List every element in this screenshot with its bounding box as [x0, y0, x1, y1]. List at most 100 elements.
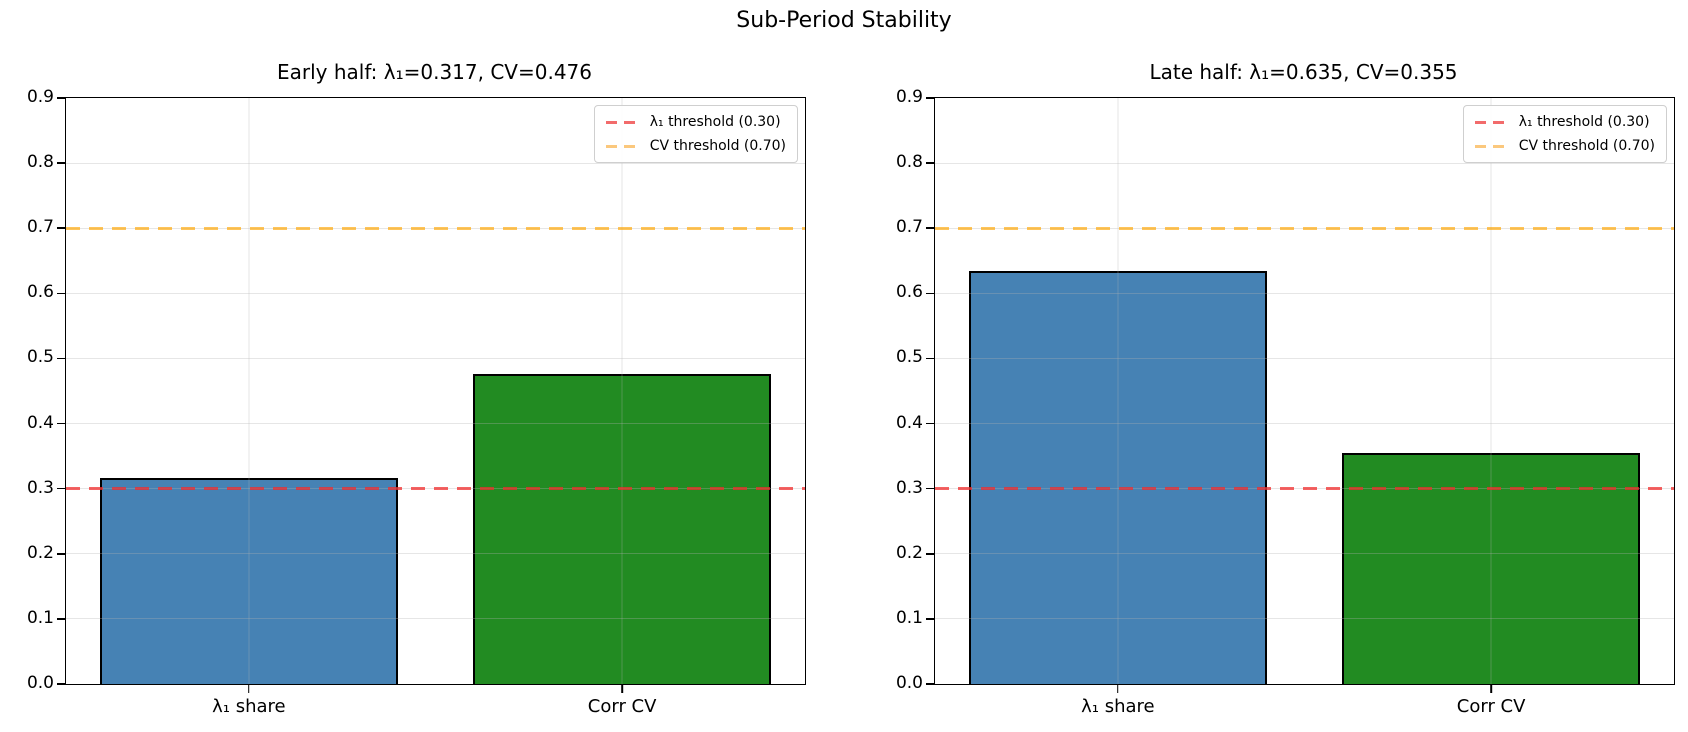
- figure-title: Sub-Period Stability: [736, 8, 952, 33]
- y-tick-mark: [57, 227, 66, 230]
- gridline-vertical: [621, 98, 623, 684]
- y-tick-mark: [926, 97, 935, 99]
- x-tick-mark: [1490, 684, 1492, 693]
- legend-entry-2: CV threshold (0.70): [1474, 138, 1655, 155]
- y-tick-label: 0.9: [26, 87, 54, 107]
- y-tick-label: 0.8: [26, 152, 54, 173]
- y-tick-label: 0.5: [26, 347, 54, 368]
- threshold-layer: [66, 98, 805, 684]
- dashed-line-swatch: [605, 144, 639, 148]
- legend: λ₁ threshold (0.30) CV threshold (0.70): [1462, 105, 1667, 164]
- y-tick-label: 0.0: [895, 673, 923, 693]
- bar-1: [99, 477, 399, 684]
- y-tick-label: 0.5: [895, 347, 923, 368]
- x-tick-mark: [1117, 684, 1119, 693]
- y-tick-label: 0.7: [895, 217, 923, 238]
- y-tick-mark: [57, 422, 66, 425]
- y-tick-mark: [57, 162, 66, 164]
- gridline-horizontal: [66, 162, 805, 164]
- y-tick-mark: [57, 552, 66, 555]
- y-tick-label: 0.7: [26, 217, 54, 238]
- y-tick-label: 0.2: [895, 542, 923, 563]
- gridline-vertical: [248, 98, 250, 684]
- gridline-vertical: [1490, 98, 1492, 684]
- x-tick-mark: [621, 684, 623, 693]
- gridline-horizontal: [66, 423, 805, 425]
- gridline-horizontal: [935, 357, 1674, 359]
- y-tick-label: 0.6: [26, 282, 54, 303]
- y-tick-label: 0.1: [895, 607, 923, 628]
- y-tick-label: 0.2: [26, 542, 54, 563]
- gridline-horizontal: [935, 618, 1674, 620]
- legend-label: CV threshold (0.70): [649, 138, 786, 155]
- bar-2: [1341, 452, 1641, 684]
- y-tick-label: 0.4: [26, 412, 54, 433]
- legend-label: λ₁ threshold (0.30): [649, 114, 781, 130]
- y-tick-mark: [926, 292, 935, 295]
- y-tick-mark: [926, 487, 935, 490]
- gridline-horizontal: [66, 357, 805, 359]
- legend-entry-1: λ₁ threshold (0.30): [1474, 114, 1655, 130]
- legend-label: CV threshold (0.70): [1518, 138, 1655, 155]
- x-tick-label: Corr CV: [587, 696, 657, 717]
- y-tick-label: 0.9: [895, 87, 923, 107]
- x-tick-mark: [248, 684, 250, 693]
- y-tick-mark: [926, 618, 935, 620]
- gridline-horizontal: [66, 553, 805, 555]
- y-tick-mark: [57, 683, 66, 685]
- y-tick-mark: [926, 422, 935, 425]
- y-tick-label: 0.3: [26, 477, 54, 498]
- gridline-horizontal: [935, 292, 1674, 294]
- gridline-horizontal: [66, 618, 805, 620]
- y-tick-mark: [926, 162, 935, 164]
- threshold-layer: [935, 98, 1674, 684]
- subplot-late-half: Late half: λ₁=0.635, CV=0.355 0.0 0.1 0.2 0…: [844, 0, 1688, 732]
- y-tick-mark: [926, 227, 935, 230]
- subplot-title: Late half: λ₁=0.635, CV=0.355: [1149, 60, 1458, 84]
- subplot-title: Early half: λ₁=0.317, CV=0.476: [276, 60, 593, 84]
- y-tick-label: 0.6: [895, 282, 923, 303]
- legend: λ₁ threshold (0.30) CV threshold (0.70): [593, 105, 798, 164]
- y-tick-mark: [57, 618, 66, 620]
- gridline-vertical: [1117, 98, 1119, 684]
- x-tick-label: Corr CV: [1456, 696, 1526, 717]
- ticks-layer: 0.0 0.1 0.2 0.3 0.4 0.5 0.6 0.7 0.8 0.9 λ₁ share Co…: [896, 89, 1674, 716]
- bars-layer: [66, 98, 805, 684]
- bar-2: [472, 374, 772, 684]
- dashed-line-swatch: [1474, 120, 1508, 124]
- gridline-horizontal: [935, 162, 1674, 164]
- y-tick-label: 0.0: [26, 673, 54, 693]
- y-tick-mark: [57, 487, 66, 490]
- y-tick-mark: [57, 357, 66, 360]
- subplot-early-half: Early half: λ₁=0.317, CV=0.476 0.0 0.1 0.2…: [27, 60, 806, 716]
- axes: 0.0 0.1 0.2 0.3 0.4 0.5 0.6 0.7 0.8 0.9 λ₁ share Co…: [27, 89, 806, 716]
- y-tick-label: 0.4: [895, 412, 923, 433]
- y-tick-mark: [57, 97, 66, 99]
- legend-entry-2: CV threshold (0.70): [605, 138, 786, 155]
- y-tick-label: 0.1: [26, 607, 54, 628]
- ticks-layer: 0.0 0.1 0.2 0.3 0.4 0.5 0.6 0.7 0.8 0.9 λ₁ share Co…: [27, 89, 805, 716]
- threshold-line-2: [66, 226, 805, 230]
- threshold-line-2: [935, 226, 1674, 230]
- dashed-line-swatch: [605, 120, 639, 124]
- bar-1: [968, 270, 1268, 684]
- bars-layer: [935, 98, 1674, 684]
- gridline-horizontal: [66, 292, 805, 294]
- threshold-line-1: [935, 487, 1674, 490]
- y-tick-mark: [57, 292, 66, 295]
- x-tick-label: λ₁ share: [1081, 696, 1155, 717]
- y-tick-mark: [926, 552, 935, 555]
- y-tick-mark: [926, 357, 935, 360]
- x-tick-label: λ₁ share: [212, 696, 286, 717]
- gridline-horizontal: [935, 553, 1674, 555]
- legend-label: λ₁ threshold (0.30): [1518, 114, 1650, 130]
- legend-entry-1: λ₁ threshold (0.30): [605, 114, 786, 130]
- gridline-horizontal: [935, 423, 1674, 425]
- threshold-line-1: [66, 487, 805, 490]
- axes: 0.0 0.1 0.2 0.3 0.4 0.5 0.6 0.7 0.8 0.9 λ₁ share Co…: [896, 89, 1675, 716]
- y-tick-mark: [926, 683, 935, 685]
- y-tick-label: 0.8: [895, 152, 923, 173]
- y-tick-label: 0.3: [895, 477, 923, 498]
- dashed-line-swatch: [1474, 144, 1508, 148]
